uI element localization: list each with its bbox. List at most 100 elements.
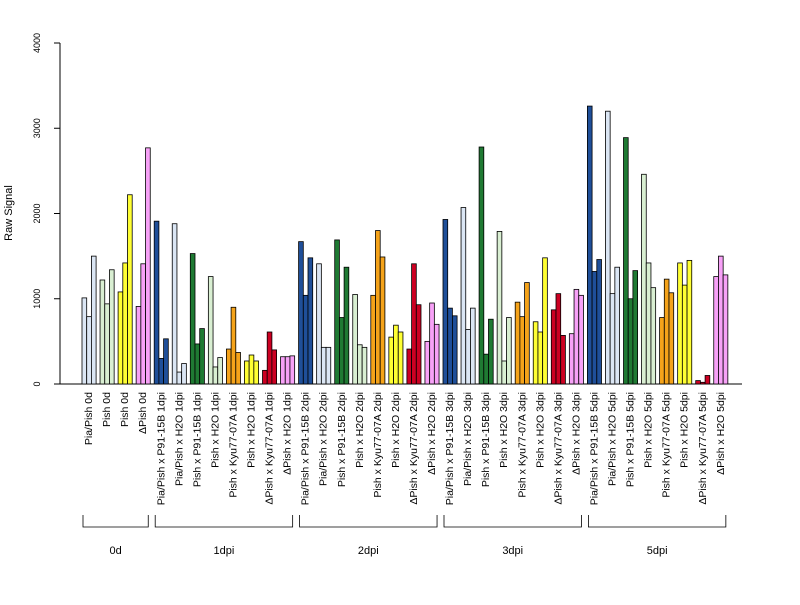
bar bbox=[524, 282, 530, 385]
y-tick-label: 4000 bbox=[32, 33, 42, 53]
bar bbox=[325, 346, 332, 385]
bar bbox=[91, 255, 97, 385]
group-bracket bbox=[82, 515, 149, 528]
bar bbox=[483, 353, 489, 385]
bar bbox=[320, 346, 327, 385]
bar bbox=[302, 294, 309, 385]
bar bbox=[271, 349, 277, 385]
bar bbox=[81, 297, 88, 385]
bar bbox=[478, 146, 485, 385]
bar bbox=[650, 287, 657, 385]
bar bbox=[542, 257, 548, 385]
bar bbox=[189, 253, 196, 385]
bar bbox=[695, 380, 701, 385]
bar bbox=[127, 194, 133, 385]
bar bbox=[284, 356, 291, 385]
x-tick-label: ΔPish x Kyu77-07A 5dpi bbox=[697, 392, 709, 505]
bar bbox=[560, 335, 566, 385]
y-tick-label: 3000 bbox=[32, 118, 42, 138]
bar bbox=[609, 293, 616, 385]
bar bbox=[334, 239, 340, 385]
bar bbox=[442, 219, 449, 385]
bar bbox=[379, 256, 386, 385]
y-tick-label: 2000 bbox=[32, 203, 42, 223]
bar bbox=[424, 340, 431, 385]
group-bracket bbox=[154, 515, 294, 528]
bar bbox=[117, 291, 124, 385]
bar bbox=[230, 306, 237, 385]
x-tick-label: ΔPish x Kyu77-07A 1dpi bbox=[264, 392, 276, 505]
x-tick-label: Pish x P91-15B 1dpi bbox=[191, 392, 203, 487]
x-tick-label: Pish x Kyu77-07A 3dpi bbox=[516, 392, 528, 498]
x-tick-label: Pish x H2O 5dpi bbox=[643, 392, 655, 468]
bar bbox=[555, 293, 562, 385]
bar bbox=[352, 294, 358, 385]
bar bbox=[506, 317, 512, 385]
bar bbox=[668, 292, 675, 385]
y-tick-label: 1000 bbox=[32, 289, 42, 309]
x-tick-label: Pia/Pish x P91-15B 2dpi bbox=[300, 392, 312, 505]
bar bbox=[514, 301, 521, 385]
bar bbox=[451, 315, 458, 385]
bar bbox=[244, 360, 250, 385]
x-tick-label: Pish x P91-15B 5dpi bbox=[625, 392, 637, 487]
bar bbox=[370, 294, 376, 385]
bar bbox=[338, 317, 345, 385]
bar bbox=[415, 304, 422, 385]
bar bbox=[470, 307, 476, 385]
x-tick-label: ΔPish x H2O 2dpi bbox=[426, 392, 438, 475]
bar bbox=[207, 276, 214, 385]
bar bbox=[596, 259, 602, 385]
x-tick-label: Pia/Pish x P91-15B 1dpi bbox=[155, 392, 167, 505]
bar bbox=[568, 333, 575, 385]
bar bbox=[537, 331, 544, 385]
bar bbox=[307, 257, 314, 385]
bar bbox=[280, 356, 286, 385]
group-label: 1dpi bbox=[214, 545, 235, 557]
group-bracket bbox=[588, 515, 727, 528]
x-tick-label: Pish x H2O 2dpi bbox=[390, 392, 402, 468]
x-tick-label: ΔPish x H2O 3dpi bbox=[570, 392, 582, 475]
bar bbox=[465, 329, 471, 385]
group-label: 2dpi bbox=[358, 545, 379, 557]
bar bbox=[289, 355, 296, 385]
group-bracket bbox=[443, 515, 582, 528]
bar bbox=[397, 331, 404, 385]
x-tick-label: Pish x Kyu77-07A 2dpi bbox=[372, 392, 384, 498]
bar bbox=[388, 336, 394, 385]
bar bbox=[641, 173, 647, 385]
bars bbox=[81, 105, 729, 385]
x-tick-label: Pish x P91-15B 2dpi bbox=[336, 392, 348, 487]
bar bbox=[176, 371, 183, 385]
bar bbox=[253, 360, 259, 385]
bar bbox=[550, 309, 557, 385]
bar bbox=[686, 259, 693, 385]
bar bbox=[99, 279, 106, 385]
bar bbox=[357, 344, 363, 385]
bar bbox=[591, 271, 598, 385]
bar bbox=[578, 294, 584, 385]
y-axis-label: Raw Signal bbox=[3, 185, 15, 241]
x-tick-label: Pish 0d bbox=[119, 392, 131, 427]
bar bbox=[429, 302, 435, 385]
bar bbox=[532, 321, 539, 385]
bar bbox=[262, 369, 268, 385]
bar bbox=[519, 316, 526, 385]
bar bbox=[587, 105, 593, 385]
bar bbox=[393, 324, 399, 385]
x-tick-label: Pish x H2O 3dpi bbox=[498, 392, 510, 468]
bar bbox=[433, 323, 440, 385]
bar bbox=[573, 288, 580, 385]
x-tick-label: Pish x H2O 3dpi bbox=[534, 392, 546, 468]
bar bbox=[248, 354, 255, 385]
x-tick-label: Pish x H2O 2dpi bbox=[354, 392, 366, 468]
bar bbox=[199, 328, 205, 385]
group-label: 0d bbox=[110, 545, 122, 557]
bar bbox=[225, 348, 232, 385]
bar bbox=[411, 263, 417, 385]
x-tick-label: Pish x P91-15B 3dpi bbox=[480, 392, 492, 487]
bar bbox=[605, 110, 611, 385]
bar bbox=[158, 358, 164, 385]
